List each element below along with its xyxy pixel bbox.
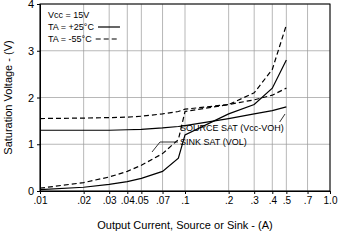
x-tick-mark <box>272 191 273 194</box>
x-tick: .2 <box>225 191 234 206</box>
y-axis: 0 1 2 3 4 <box>28 0 41 197</box>
x-tick-label: .5 <box>283 195 292 206</box>
y-tick-label: 0 <box>28 185 34 197</box>
x-tick: .07 <box>156 191 170 206</box>
x-tick: .02 <box>77 191 91 206</box>
legend-swatch <box>98 26 120 27</box>
legend-title: Vcc = 15V <box>48 10 89 20</box>
annotation: SINK SAT (VOL) <box>180 137 247 147</box>
legend-label: TA = +25°C <box>48 22 94 32</box>
x-tick-mark <box>109 191 110 194</box>
x-tick-label: .05 <box>135 195 149 206</box>
x-tick-label: .7 <box>304 195 313 206</box>
y-tick-label: 3 <box>28 45 34 57</box>
y-tick: 3 <box>28 45 40 57</box>
x-tick-label: .1 <box>181 195 190 206</box>
x-tick: .04 <box>121 191 135 206</box>
x-tick-mark <box>127 191 128 194</box>
x-tick: .4 <box>269 191 278 206</box>
y-tick: 4 <box>28 0 40 10</box>
x-tick-label: 1.0 <box>324 195 338 206</box>
x-axis-title: Output Current, Source or Sink - (A) <box>97 219 272 231</box>
x-tick: .3 <box>251 191 260 206</box>
series-line <box>40 60 286 189</box>
x-tick: .05 <box>135 191 149 206</box>
x-tick-mark <box>141 191 142 194</box>
annotation: SOURCE SAT (Vcc-VOH) <box>180 123 284 133</box>
leader-line <box>280 114 285 122</box>
x-tick: .01 <box>34 191 48 206</box>
y-tick-label: 1 <box>28 138 34 150</box>
grid-line <box>40 97 330 98</box>
x-axis: .01 .02 .03 .04.05 .07 .1 .2 .3 .4 .5 .7 1.0 <box>34 191 338 206</box>
plot-frame <box>40 4 330 191</box>
x-tick-label: .3 <box>251 195 260 206</box>
x-tick-mark <box>163 191 164 194</box>
x-tick-label: .03 <box>103 195 117 206</box>
y-tick-label: 4 <box>28 0 34 10</box>
y-tick-mark <box>37 144 40 145</box>
x-axis-line <box>41 192 331 195</box>
y-tick-mark <box>37 98 40 99</box>
y-tick-mark <box>37 4 40 5</box>
legend: Vcc = 15V TA = +25°C TA = -55°C <box>48 10 120 44</box>
y-tick: 0 <box>28 185 40 197</box>
series-group <box>40 25 286 190</box>
plot: .01 .02 .03 .04.05 .07 .1 .2 .3 .4 .5 .7 1.0 0 1 2 3 4 Vc… <box>28 0 338 206</box>
grid-line <box>40 50 330 51</box>
x-tick: .7 <box>304 191 313 206</box>
x-tick-label: .01 <box>34 195 48 206</box>
y-axis-title: Saturation Voltage - (V) <box>2 40 14 154</box>
x-tick-label: .07 <box>156 195 170 206</box>
x-tick-mark <box>254 191 255 194</box>
x-tick-label: .2 <box>225 195 234 206</box>
y-tick: 2 <box>28 92 40 104</box>
chart: .01 .02 .03 .04.05 .07 .1 .2 .3 .4 .5 .7 1.0 0 1 2 3 4 Vc… <box>0 0 338 235</box>
y-tick: 1 <box>28 138 40 150</box>
leader-line <box>160 142 178 143</box>
x-tick: .5 <box>283 191 292 206</box>
x-tick-label: .4 <box>269 195 278 206</box>
x-tick-mark <box>229 191 230 194</box>
y-axis-line <box>37 5 41 192</box>
y-tick-mark <box>37 191 40 192</box>
y-tick-mark <box>37 51 40 52</box>
x-tick-mark <box>185 191 186 194</box>
annotations: SOURCE SAT (Vcc-VOH) SINK SAT (VOL) <box>152 114 285 152</box>
x-tick-mark <box>330 191 331 194</box>
legend-label: TA = -55°C <box>48 34 92 44</box>
x-tick-mark <box>286 191 287 194</box>
x-tick: .03 <box>103 191 117 206</box>
leader-line <box>152 142 160 152</box>
series-line <box>40 25 286 188</box>
x-tick-label: .02 <box>77 195 91 206</box>
grid <box>40 4 330 191</box>
x-tick-mark <box>84 191 85 194</box>
legend-swatch <box>96 38 118 39</box>
x-tick-label: .04 <box>121 195 135 206</box>
x-tick: 1.0 <box>324 191 338 206</box>
x-tick: .1 <box>181 191 190 206</box>
y-tick-label: 2 <box>28 92 34 104</box>
series-line <box>40 88 286 118</box>
x-tick-mark <box>308 191 309 194</box>
